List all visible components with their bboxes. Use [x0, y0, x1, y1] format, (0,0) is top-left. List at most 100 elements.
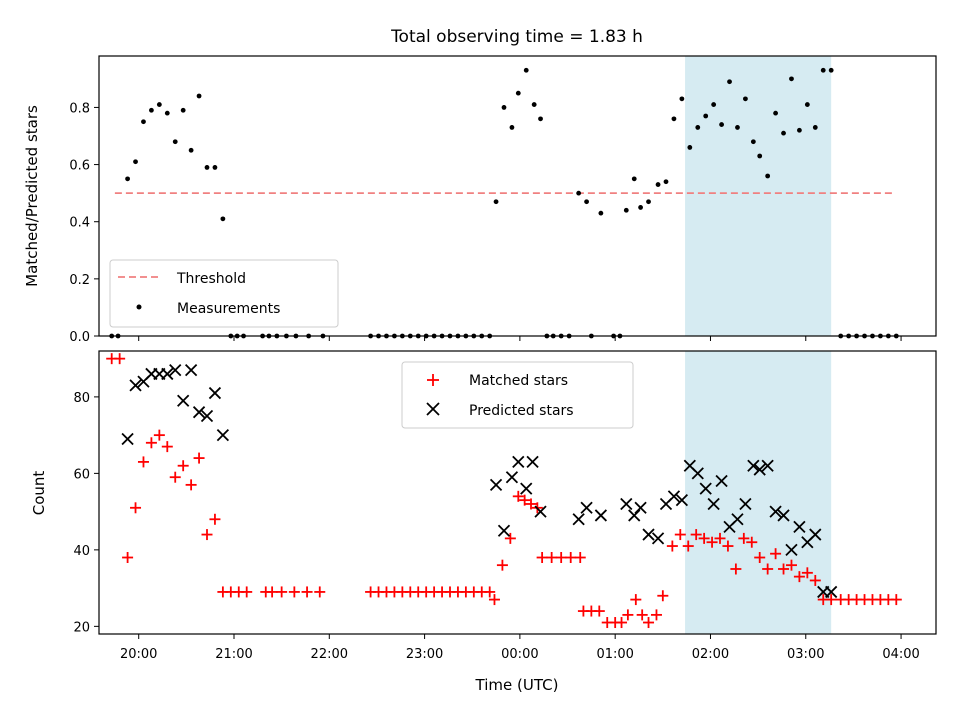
- matched-star-point: [682, 540, 694, 552]
- top-legend-box: [109, 259, 339, 328]
- matched-star-point: [488, 594, 500, 606]
- measurement-point: [671, 116, 677, 122]
- matched-star-point: [698, 532, 710, 544]
- top-y-tick-label: 0.0: [69, 330, 90, 345]
- measurement-point: [638, 205, 643, 210]
- matched-star-point: [706, 536, 718, 548]
- matched-star-point: [714, 532, 726, 544]
- matched-star-point: [650, 609, 662, 621]
- matched-star-point: [793, 571, 805, 583]
- x-axis-label: Time (UTC): [475, 676, 559, 694]
- predicted-star-point: [572, 513, 585, 526]
- matched-star-point: [301, 586, 313, 598]
- predicted-star-point: [489, 478, 503, 491]
- matched-star-point: [616, 617, 628, 629]
- measurement-point: [220, 216, 226, 222]
- matched-star-point: [519, 494, 531, 506]
- matched-star-point: [754, 552, 766, 564]
- top-y-tick-label: 0.8: [69, 101, 90, 116]
- matched-star-point: [241, 586, 253, 598]
- matched-star-point: [666, 540, 678, 552]
- top-y-ticks: 0.0 0.2 0.4 0.6 0.8: [69, 101, 99, 345]
- measurement-point: [663, 179, 669, 185]
- measurement-point: [727, 79, 732, 85]
- x-tick-label: 22:00: [311, 647, 348, 662]
- bottom-legend: Matched stars Predicted stars: [401, 361, 634, 429]
- matched-star-point: [825, 594, 837, 606]
- bottom-x-ticks: 20:00 21:00 22:00 23:00 00:00 01:00 02:00 03:00…: [120, 634, 920, 662]
- bottom-y-tick-label: 20: [73, 620, 90, 635]
- measurement-point: [812, 125, 818, 130]
- matched-star-point: [314, 586, 326, 598]
- measurement-point: [781, 130, 786, 136]
- matched-star-point: [137, 456, 149, 468]
- predicted-star-point: [512, 455, 525, 469]
- predicted-star-point: [715, 474, 728, 488]
- legend-predicted-swatch: [426, 402, 440, 416]
- predicted-star-point: [184, 363, 198, 377]
- matched-star-point: [525, 498, 537, 510]
- measurement-point: [828, 67, 834, 73]
- predicted-star-point: [192, 406, 206, 419]
- predicted-star-point: [747, 459, 760, 472]
- bottom-y-ticks: 20 40 60 80: [73, 391, 99, 635]
- matched-star-point: [130, 502, 142, 514]
- predicted-star-point: [707, 497, 720, 511]
- measurement-point: [711, 102, 717, 107]
- measurement-point: [750, 139, 756, 145]
- matched-star-point: [746, 536, 758, 548]
- predicted-star-point: [777, 509, 790, 522]
- predicted-star-point: [526, 455, 539, 469]
- bottom-y-tick-label: 80: [73, 391, 90, 406]
- predicted-star-point: [534, 505, 547, 518]
- measurement-point: [695, 125, 701, 130]
- matched-star-point: [496, 559, 508, 571]
- predicted-star-point: [121, 432, 134, 446]
- measurement-point: [655, 182, 661, 187]
- measurement-point: [188, 147, 194, 153]
- matched-star-point: [785, 559, 797, 571]
- measurement-point: [598, 210, 604, 216]
- matched-star-point: [657, 590, 669, 602]
- measurement-point: [164, 110, 170, 116]
- measurement-point: [773, 110, 778, 116]
- measurement-point: [509, 125, 515, 130]
- matched-star-point: [266, 586, 278, 598]
- predicted-star-point: [675, 494, 689, 507]
- matched-star-point: [555, 552, 567, 564]
- matched-star-point: [730, 563, 742, 575]
- measurement-point: [501, 105, 507, 110]
- matched-star-point: [574, 552, 586, 564]
- matched-star-point: [722, 540, 734, 552]
- predicted-star-point: [628, 509, 641, 522]
- measurement-point: [515, 90, 521, 96]
- matched-star-point: [809, 574, 821, 586]
- measurement-point: [623, 207, 629, 213]
- measurement-point: [743, 96, 748, 102]
- legend-measurements-swatch: [136, 304, 142, 310]
- predicted-star-point: [161, 367, 174, 381]
- predicted-star-point: [642, 528, 655, 541]
- legend-predicted-label: Predicted stars: [469, 403, 574, 419]
- bottom-y-axis-label: Count: [30, 471, 48, 516]
- matched-star-point: [145, 437, 157, 449]
- measurement-point: [576, 190, 582, 196]
- top-y-tick-label: 0.6: [69, 159, 90, 174]
- measurement-point: [703, 113, 709, 119]
- measurement-point: [149, 107, 154, 113]
- matched-star-point: [565, 552, 577, 564]
- matched-star-point: [546, 552, 558, 564]
- top-y-tick-label: 0.2: [69, 273, 90, 288]
- measurement-point: [133, 159, 138, 165]
- x-tick-label: 03:00: [787, 647, 824, 662]
- predicted-star-point: [177, 394, 190, 407]
- measurement-point: [719, 122, 724, 127]
- legend-threshold-label: Threshold: [176, 271, 246, 287]
- matched-star-point: [801, 567, 813, 579]
- measurement-point: [204, 165, 210, 170]
- chart-title: Total observing time = 1.83 h: [390, 27, 643, 47]
- measurement-point: [820, 67, 826, 73]
- top-panel: 0.00.20.40.60.8 Matched/Predicted stars …: [23, 55, 937, 345]
- measurement-point: [523, 67, 529, 73]
